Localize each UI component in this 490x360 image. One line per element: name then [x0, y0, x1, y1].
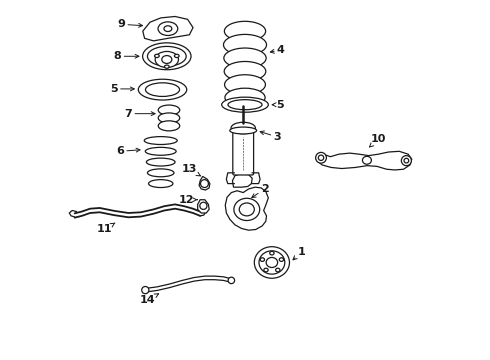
Ellipse shape: [318, 155, 324, 161]
Ellipse shape: [254, 247, 290, 278]
Ellipse shape: [143, 43, 191, 70]
Ellipse shape: [144, 136, 177, 144]
Ellipse shape: [200, 202, 207, 210]
Text: 11: 11: [97, 223, 115, 234]
Ellipse shape: [155, 51, 178, 68]
Ellipse shape: [401, 156, 412, 166]
Text: 5: 5: [110, 84, 134, 94]
Ellipse shape: [223, 35, 267, 55]
Ellipse shape: [230, 127, 257, 134]
Ellipse shape: [270, 251, 274, 255]
Text: 5: 5: [272, 100, 284, 110]
Ellipse shape: [224, 48, 266, 68]
Ellipse shape: [224, 62, 266, 81]
Ellipse shape: [228, 277, 235, 284]
Text: 6: 6: [116, 146, 140, 156]
Text: 13: 13: [182, 164, 200, 176]
Ellipse shape: [224, 21, 266, 41]
Ellipse shape: [279, 258, 284, 261]
Ellipse shape: [266, 257, 278, 267]
Ellipse shape: [239, 203, 254, 216]
Ellipse shape: [221, 97, 269, 112]
Ellipse shape: [164, 26, 172, 32]
FancyBboxPatch shape: [233, 132, 254, 175]
Ellipse shape: [259, 251, 285, 274]
Text: 3: 3: [260, 131, 281, 142]
Ellipse shape: [228, 100, 262, 110]
Ellipse shape: [404, 158, 409, 163]
Ellipse shape: [142, 287, 149, 294]
Ellipse shape: [231, 122, 255, 134]
Ellipse shape: [138, 79, 187, 100]
Text: 9: 9: [117, 19, 143, 30]
Ellipse shape: [146, 147, 176, 155]
Ellipse shape: [162, 55, 172, 63]
Polygon shape: [143, 17, 193, 41]
Text: 10: 10: [369, 134, 386, 147]
Ellipse shape: [234, 198, 260, 221]
Ellipse shape: [147, 158, 175, 166]
Ellipse shape: [158, 121, 180, 131]
Polygon shape: [225, 187, 269, 230]
Ellipse shape: [276, 268, 280, 272]
Ellipse shape: [200, 180, 208, 188]
Ellipse shape: [148, 180, 173, 188]
Text: 12: 12: [179, 195, 197, 205]
Text: 2: 2: [252, 184, 269, 198]
Polygon shape: [197, 200, 209, 213]
Ellipse shape: [154, 54, 159, 58]
Polygon shape: [199, 176, 210, 190]
Ellipse shape: [158, 113, 180, 123]
Ellipse shape: [158, 105, 180, 115]
Polygon shape: [316, 151, 412, 170]
Ellipse shape: [147, 46, 186, 66]
Text: 1: 1: [293, 247, 306, 260]
Ellipse shape: [260, 258, 265, 261]
Ellipse shape: [146, 83, 179, 96]
Ellipse shape: [316, 152, 326, 163]
Ellipse shape: [158, 22, 178, 36]
Ellipse shape: [174, 54, 179, 58]
Polygon shape: [232, 174, 252, 187]
Ellipse shape: [224, 75, 266, 94]
Ellipse shape: [225, 88, 265, 107]
Text: 4: 4: [270, 45, 285, 55]
Ellipse shape: [147, 169, 174, 177]
Ellipse shape: [363, 156, 371, 164]
Text: 14: 14: [140, 294, 159, 305]
Ellipse shape: [264, 268, 268, 272]
Text: 7: 7: [124, 109, 155, 119]
Text: 8: 8: [114, 51, 139, 61]
Ellipse shape: [165, 65, 169, 68]
